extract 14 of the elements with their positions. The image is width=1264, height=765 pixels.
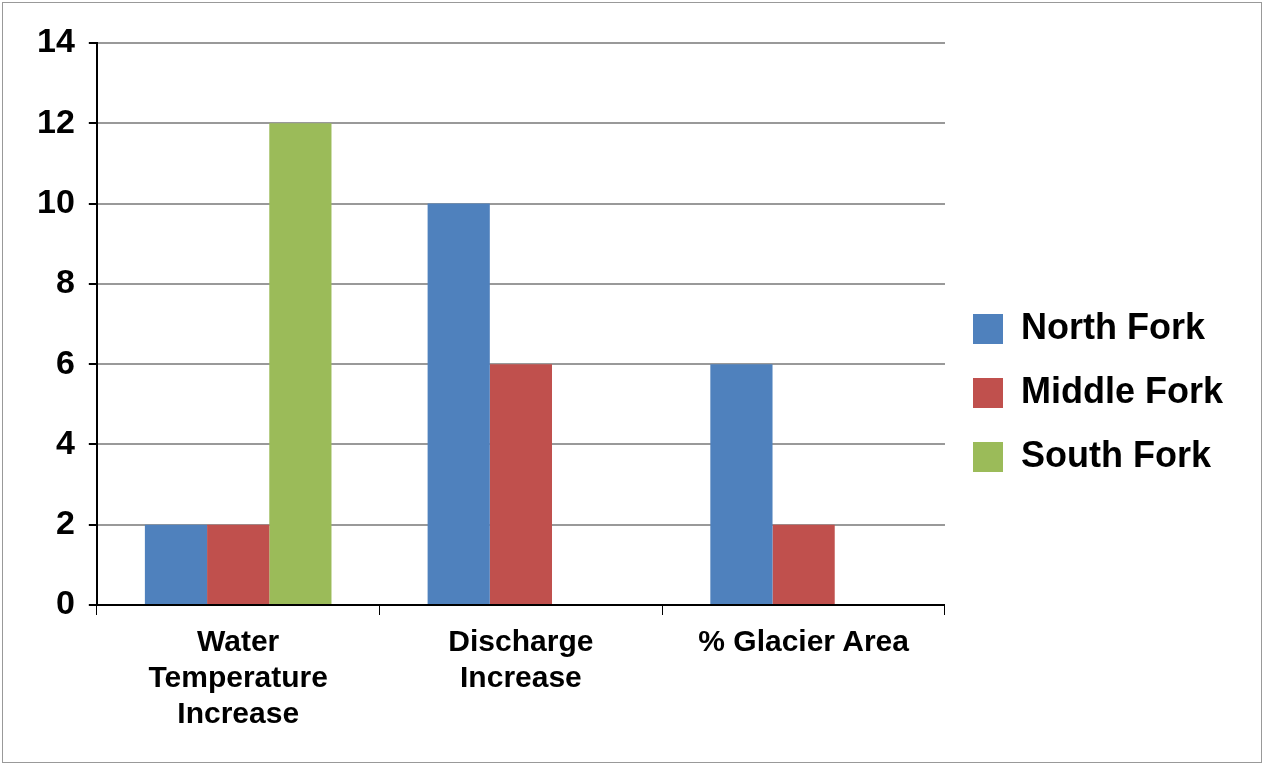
x-tick-label: Discharge Increase xyxy=(448,624,594,694)
y-tick-label: 2 xyxy=(55,503,75,542)
y-tick-label: 14 xyxy=(36,21,75,60)
legend-label: Middle Fork xyxy=(1020,369,1224,411)
y-tick-label: 12 xyxy=(36,101,75,140)
x-tick-label: Water Temperature Increase xyxy=(148,624,328,730)
y-tick-label: 6 xyxy=(55,342,75,381)
legend-label: South Fork xyxy=(1020,433,1212,475)
legend-label: North Fork xyxy=(1020,305,1206,347)
x-tick-label: % Glacier Area xyxy=(698,624,910,658)
y-tick-label: 10 xyxy=(36,181,75,220)
y-tick-label: 8 xyxy=(55,262,75,301)
y-tick-label: 0 xyxy=(55,583,75,622)
y-tick-label: 4 xyxy=(55,422,75,461)
